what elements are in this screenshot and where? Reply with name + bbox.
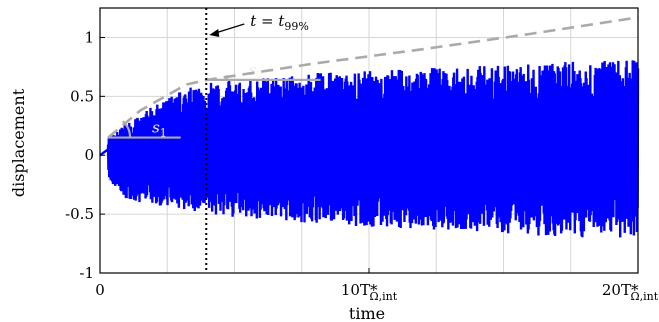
signal-core	[113, 99, 638, 200]
slope-label: s2	[249, 61, 264, 82]
y-tick-label: 0	[84, 146, 94, 164]
y-tick-label: 0.5	[70, 87, 94, 105]
overlays: s1 s2 t = t99%	[107, 8, 639, 273]
y-tick-label: -1	[79, 264, 94, 282]
y-tick-label: 1	[84, 28, 94, 46]
slope-label: s1	[152, 119, 167, 140]
x-axis-ticks: 0 10T*Ω,int 20T*Ω,int	[95, 268, 659, 303]
vertical-marker-label: t = t99%	[250, 12, 309, 33]
x-tick-label: 10T*Ω,int	[341, 281, 398, 303]
y-tick-label: -0.5	[65, 205, 94, 223]
x-tick-label: 0	[95, 281, 105, 299]
signal-series	[99, 60, 640, 238]
vertical-marker-annotation: t = t99%	[209, 12, 309, 37]
arrow-head-icon	[209, 29, 220, 37]
y-axis-ticks: -1 -0.5 0 0.5 1	[65, 28, 105, 282]
x-tick-label: 20T*Ω,int	[602, 281, 659, 303]
x-axis-label: time	[349, 304, 385, 322]
fit-curve	[107, 16, 639, 139]
slope-marker-s1: s1	[108, 119, 181, 140]
slope-arc	[122, 120, 132, 138]
y-axis-label: displacement	[9, 88, 28, 197]
